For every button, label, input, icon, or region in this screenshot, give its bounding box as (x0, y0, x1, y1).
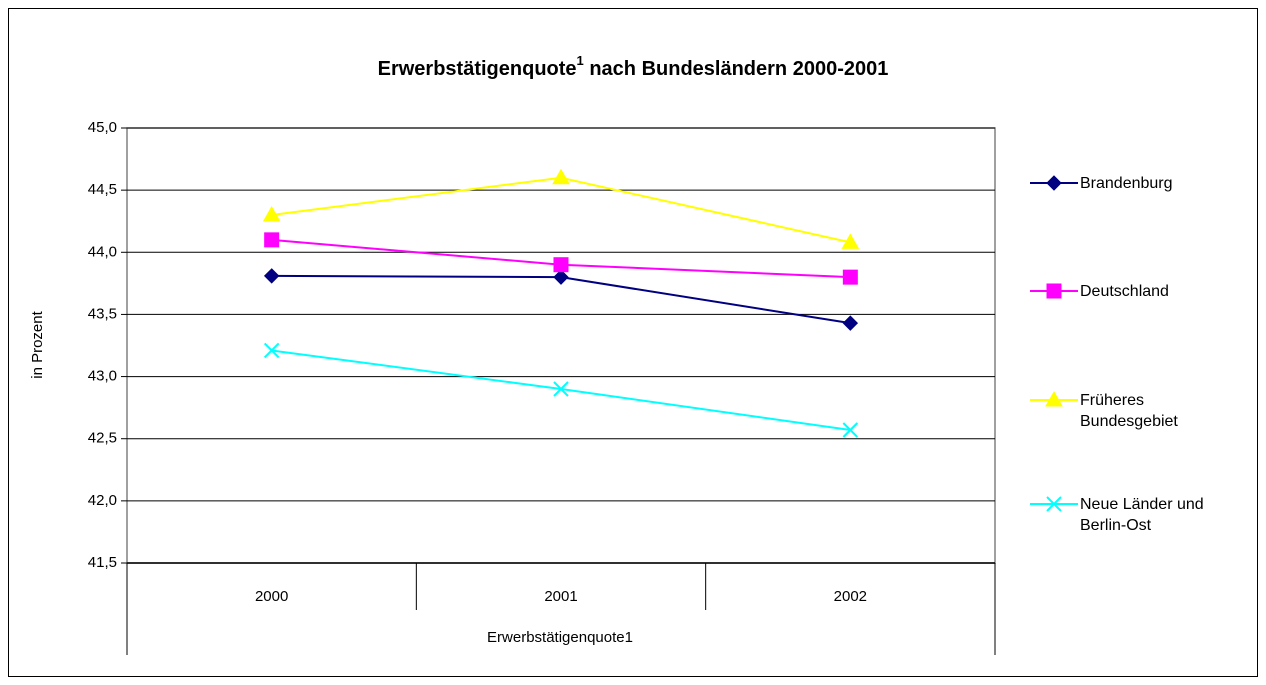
marker (842, 269, 858, 285)
marker (1046, 283, 1062, 299)
marker (264, 232, 280, 248)
legend-label: Deutschland (1080, 283, 1169, 300)
title-rest: nach Bundesländern 2000-2001 (584, 58, 889, 80)
chart-title: Erwerbstätigenquote1 nach Bundesländern … (378, 53, 889, 80)
y-tick-label: 44,5 (88, 181, 117, 198)
marker (552, 168, 570, 185)
y-tick-label: 42,5 (88, 430, 117, 447)
marker (553, 381, 569, 397)
legend-label: Brandenburg (1080, 175, 1173, 192)
x-tick-label: 2000 (255, 588, 288, 605)
marker (263, 342, 280, 359)
y-tick-label: 45,0 (88, 119, 117, 136)
marker (842, 422, 859, 438)
x-tick-label: 2002 (834, 588, 867, 605)
y-tick-label: 43,0 (88, 368, 117, 385)
marker (841, 233, 860, 249)
x-axis-label: Erwerbstätigenquote1 (487, 629, 633, 646)
marker (262, 205, 281, 222)
marker (1046, 496, 1062, 512)
legend-label: Neue Länder und Berlin-Ost (1080, 496, 1204, 534)
y-tick-label: 42,0 (88, 492, 117, 509)
marker (1045, 390, 1063, 407)
title-main: Erwerbstätigenquote (378, 58, 577, 80)
y-axis-label: in Prozent (29, 310, 46, 378)
legend-label: Früheres Bundesgebiet (1080, 392, 1178, 430)
x-tick-label: 2001 (544, 588, 577, 605)
marker (553, 269, 569, 285)
marker (1046, 175, 1062, 191)
y-tick-label: 44,0 (88, 243, 117, 260)
marker (553, 257, 569, 273)
y-tick-label: 43,5 (88, 305, 117, 322)
plot-area (126, 127, 996, 564)
y-tick-label: 41,5 (88, 554, 117, 571)
title-superscript: 1 (577, 53, 584, 68)
marker (842, 315, 859, 331)
marker (263, 268, 280, 284)
